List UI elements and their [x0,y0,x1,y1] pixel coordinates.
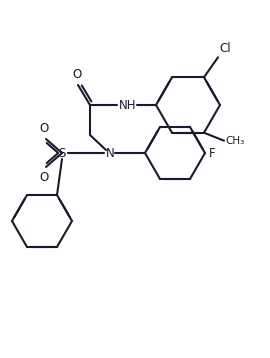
Text: O: O [39,122,49,135]
Text: F: F [209,146,216,160]
Text: CH₃: CH₃ [225,136,244,146]
Text: O: O [72,68,82,81]
Text: N: N [106,146,114,160]
Text: O: O [39,171,49,184]
Text: S: S [58,146,66,160]
Text: Cl: Cl [219,42,231,55]
Text: NH: NH [119,98,137,111]
